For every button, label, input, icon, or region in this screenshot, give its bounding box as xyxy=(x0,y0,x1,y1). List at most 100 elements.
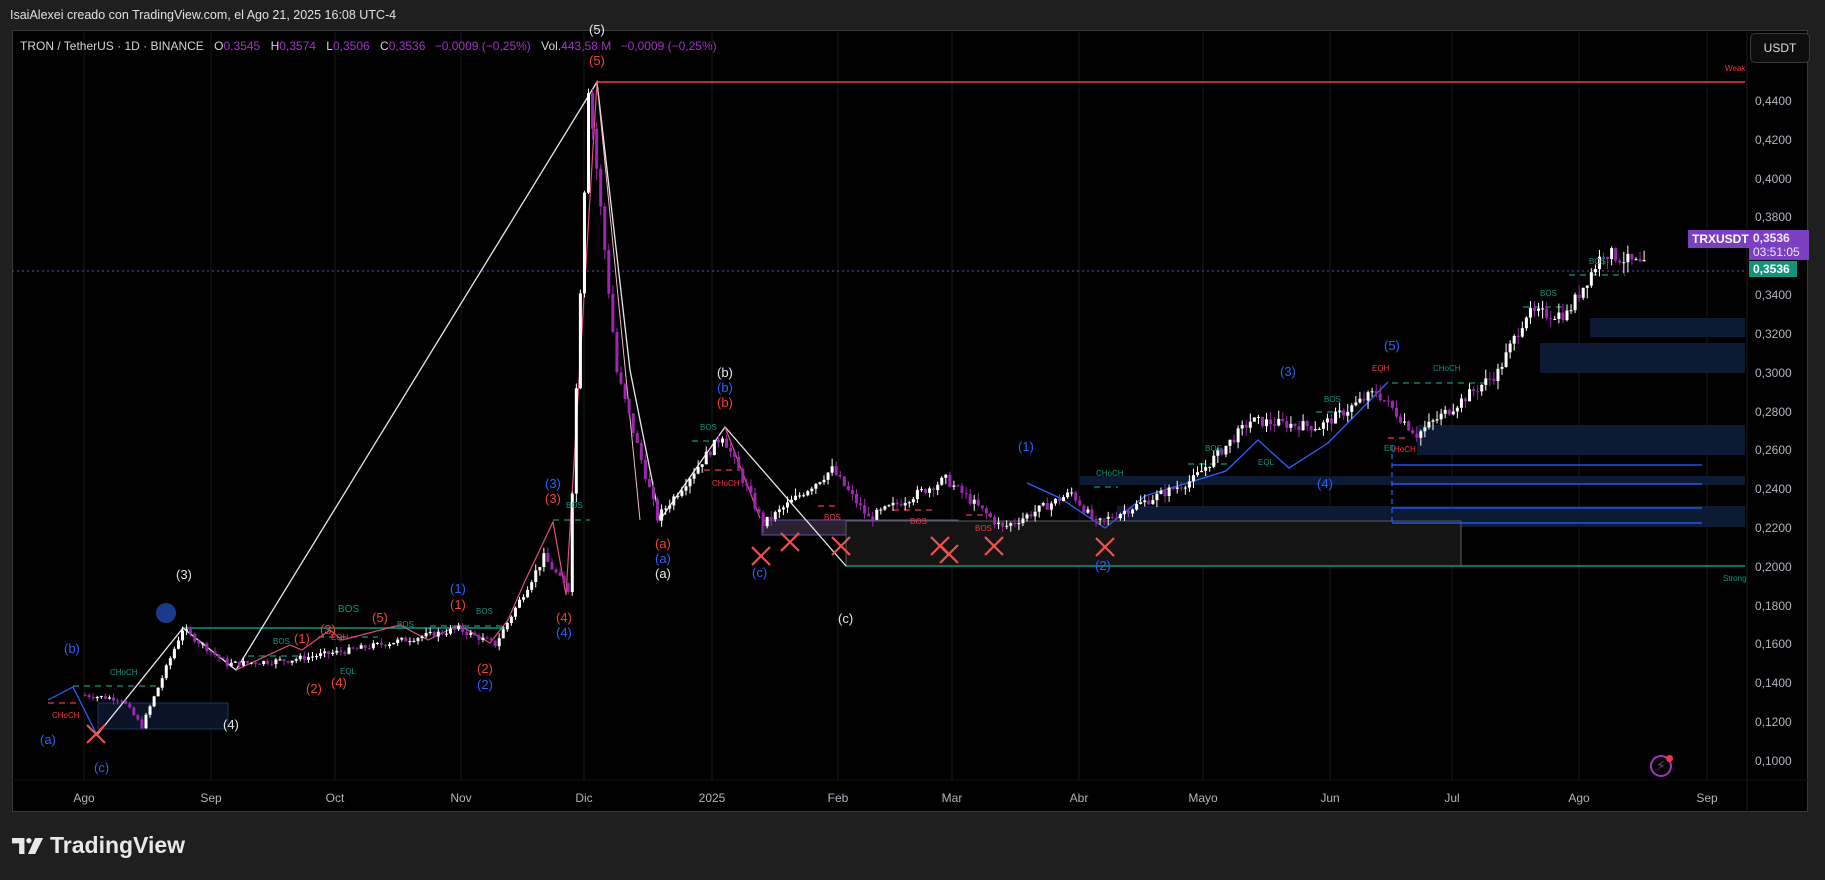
last-price-tag: 0,3536 xyxy=(1749,261,1797,277)
svg-text:(b): (b) xyxy=(717,395,733,410)
currency-button[interactable]: USDT xyxy=(1750,33,1810,63)
svg-text:EQL: EQL xyxy=(1258,458,1275,467)
svg-text:Abr: Abr xyxy=(1070,791,1089,805)
svg-text:0,1000: 0,1000 xyxy=(1755,754,1792,768)
svg-text:0,4200: 0,4200 xyxy=(1755,133,1792,147)
range-box xyxy=(845,520,1462,567)
svg-text:Dic: Dic xyxy=(575,791,592,805)
chart-credit: IsaiAlexei creado con TradingView.com, e… xyxy=(10,8,397,22)
current-price-tag: 0,3536 03:51:05 xyxy=(1749,230,1809,260)
svg-text:(5): (5) xyxy=(372,610,388,625)
candlesticks xyxy=(83,88,1646,730)
svg-text:BOS: BOS xyxy=(1589,257,1606,266)
svg-text:(4): (4) xyxy=(1317,476,1333,491)
svg-text:0,1200: 0,1200 xyxy=(1755,715,1792,729)
lightning-icon[interactable]: ⚡ xyxy=(1650,755,1672,777)
svg-text:BOS: BOS xyxy=(1205,444,1222,453)
svg-text:(b): (b) xyxy=(64,641,80,656)
svg-text:(a): (a) xyxy=(655,566,671,581)
svg-text:(2): (2) xyxy=(477,661,493,676)
time-axis[interactable]: Ago Sep Oct Nov Dic 2025 Feb Mar Abr May… xyxy=(73,791,1718,805)
svg-text:CHoCH: CHoCH xyxy=(110,668,138,677)
svg-text:(b): (b) xyxy=(717,380,733,395)
svg-text:0,1400: 0,1400 xyxy=(1755,676,1792,690)
svg-text:BOS: BOS xyxy=(1540,289,1557,298)
svg-text:Nov: Nov xyxy=(450,791,471,805)
svg-text:(3): (3) xyxy=(320,622,336,637)
pivot-circle xyxy=(156,603,176,623)
high-label: H xyxy=(270,39,280,53)
liquidity-lines xyxy=(1391,445,1702,524)
svg-text:EQL: EQL xyxy=(340,667,357,676)
symbol-title[interactable]: TRON / TetherUS · 1D · BINANCE xyxy=(20,39,204,53)
svg-text:0,4000: 0,4000 xyxy=(1755,172,1792,186)
low-label: L xyxy=(326,39,333,53)
symbol-price-tag: TRXUSDT xyxy=(1688,230,1753,248)
svg-text:0,3200: 0,3200 xyxy=(1755,327,1792,341)
invalidation-x-marks xyxy=(86,532,1115,744)
wave-path-white xyxy=(96,80,847,736)
low-value: 0,3506 xyxy=(332,39,370,53)
svg-text:BOS: BOS xyxy=(975,524,992,533)
svg-text:(5): (5) xyxy=(589,53,605,68)
change-value: −0,0009 (−0,25%) xyxy=(434,39,531,53)
svg-text:BOS: BOS xyxy=(700,423,717,432)
svg-text:0,2200: 0,2200 xyxy=(1755,521,1792,535)
svg-text:EQH: EQH xyxy=(1372,364,1390,373)
volume-value: 443,58 M xyxy=(561,39,612,53)
svg-text:CHoCH: CHoCH xyxy=(1096,469,1124,478)
current-price: 0,3536 xyxy=(1753,231,1790,245)
svg-text:0,4400: 0,4400 xyxy=(1755,94,1792,108)
svg-text:(a): (a) xyxy=(655,551,671,566)
bar-countdown: 03:51:05 xyxy=(1753,245,1800,259)
svg-text:CHoCH: CHoCH xyxy=(1433,364,1461,373)
grid-lines xyxy=(83,32,1708,780)
svg-text:BOS: BOS xyxy=(566,501,583,510)
svg-text:(c): (c) xyxy=(752,565,767,580)
close-label: C xyxy=(380,39,389,53)
open-value: 0,3545 xyxy=(223,39,261,53)
svg-text:BOS: BOS xyxy=(397,620,414,629)
svg-text:0,1600: 0,1600 xyxy=(1755,637,1792,651)
svg-text:0,3000: 0,3000 xyxy=(1755,366,1792,380)
svg-text:(2): (2) xyxy=(477,677,493,692)
choch-dashed-lines xyxy=(48,437,1410,704)
svg-text:0,2400: 0,2400 xyxy=(1755,482,1792,496)
svg-text:HoCH: HoCH xyxy=(1394,445,1416,454)
tradingview-logo-icon xyxy=(12,837,44,854)
svg-text:Jun: Jun xyxy=(1320,791,1339,805)
svg-text:BOS: BOS xyxy=(1324,395,1341,404)
svg-text:BOS: BOS xyxy=(273,637,290,646)
open-label: O xyxy=(214,39,224,53)
svg-text:Ago: Ago xyxy=(73,791,95,805)
svg-text:(4): (4) xyxy=(556,625,572,640)
tradingview-logo-text: TradingView xyxy=(50,832,186,858)
svg-text:(3): (3) xyxy=(1280,364,1296,379)
weak-high-label: Weak xyxy=(1725,64,1746,73)
svg-text:BOS: BOS xyxy=(824,513,841,522)
svg-text:BOS: BOS xyxy=(338,604,359,615)
svg-text:(a): (a) xyxy=(655,536,671,551)
strong-low-label: Strong xyxy=(1723,574,1747,583)
tradingview-logo[interactable]: TradingView xyxy=(12,832,185,859)
high-value: 0,3574 xyxy=(279,39,316,53)
svg-text:0,3400: 0,3400 xyxy=(1755,288,1792,302)
svg-text:(a): (a) xyxy=(40,732,56,747)
price-axis[interactable]: 0,4400 0,4200 0,4000 0,3800 0,3400 0,320… xyxy=(1755,94,1792,768)
svg-text:EQ: EQ xyxy=(1384,444,1396,453)
svg-text:CHoCH: CHoCH xyxy=(712,479,740,488)
svg-text:0,2800: 0,2800 xyxy=(1755,405,1792,419)
svg-text:(1): (1) xyxy=(450,581,466,596)
svg-text:(1): (1) xyxy=(1018,439,1034,454)
wave-path-pink xyxy=(596,81,641,521)
wave-path-blue-right xyxy=(1026,381,1389,529)
svg-text:Jul: Jul xyxy=(1444,791,1459,805)
chart-pane[interactable] xyxy=(12,30,1808,812)
symbol-legend[interactable]: TRON / TetherUS · 1D · BINANCE O0,3545 H… xyxy=(20,39,717,53)
order-blocks xyxy=(97,318,1745,730)
svg-text:Mayo: Mayo xyxy=(1188,791,1218,805)
svg-text:Oct: Oct xyxy=(326,791,345,805)
svg-text:(4): (4) xyxy=(331,675,347,690)
svg-text:Feb: Feb xyxy=(828,791,849,805)
